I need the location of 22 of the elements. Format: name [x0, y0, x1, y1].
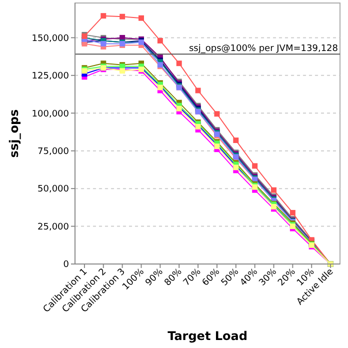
y-tick-label: 50,000: [38, 184, 70, 195]
y-tick-label: 100,000: [32, 109, 70, 120]
point: [214, 111, 220, 117]
y-tick-label: 150,000: [32, 34, 70, 44]
point: [100, 40, 106, 46]
y-tick-label: 75,000: [38, 147, 70, 157]
x-axis-title: Target Load: [168, 329, 248, 343]
point: [271, 187, 276, 193]
point: [120, 14, 126, 20]
point: [176, 60, 182, 66]
point: [290, 210, 296, 216]
point: [138, 15, 144, 21]
y-tick-label: 0: [63, 260, 70, 270]
point: [195, 88, 201, 94]
point: [157, 38, 163, 44]
y-tick-label: 25,000: [38, 222, 70, 232]
ref-line-label: ssj_ops@100% per JVM=139,128: [188, 44, 338, 54]
point: [233, 138, 239, 144]
y-axis-title: ssj_ops: [7, 109, 21, 158]
point: [100, 13, 106, 19]
y-tick-label: 125,000: [32, 72, 70, 82]
point: [252, 163, 258, 169]
